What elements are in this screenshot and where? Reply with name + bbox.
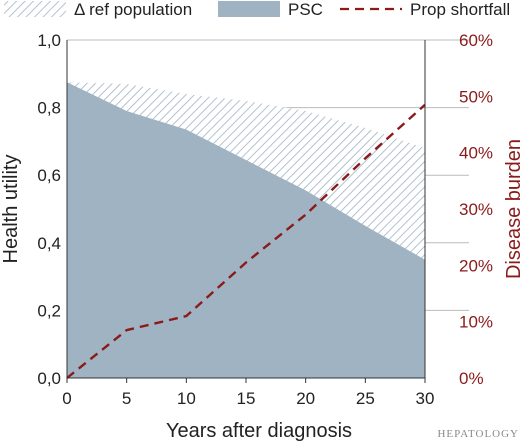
left-tick-label: 1,0 [37,31,61,50]
left-tick-label: 0,0 [37,369,61,388]
x-tick-label: 15 [237,389,256,408]
right-axis-label: Disease burden [503,139,525,279]
x-tick-label: 20 [296,389,315,408]
right-tick-label: 60% [459,31,493,50]
left-tick-label: 0,8 [37,99,61,118]
x-tick-label: 0 [62,389,71,408]
series-psc-area [67,82,425,378]
left-axis-label: Health utility [0,155,22,264]
x-tick-label: 25 [356,389,375,408]
plot-area [66,82,426,379]
left-ticks: 0,0 0,2 0,4 0,6 0,8 1,0 [37,31,61,388]
left-tick-label: 0,2 [37,301,61,320]
x-ticks: 0 5 10 15 20 25 30 [62,378,434,408]
x-axis-label: Years after diagnosis [166,420,352,442]
legend-swatch-ref-population [4,1,66,17]
left-tick-label: 0,6 [37,166,61,185]
legend-label-psc: PSC [288,0,323,19]
x-tick-label: 5 [122,389,131,408]
right-tick-label: 0% [459,369,484,388]
right-tick-label: 30% [459,200,493,219]
series-prop-shortfall-line [66,103,426,379]
right-ticks: 0% 10% 20% 30% 40% 50% 60% [459,31,493,388]
x-tick-label: 30 [416,389,435,408]
legend-label-ref-population: Δ ref population [74,0,192,19]
legend-swatch-psc [218,1,280,17]
right-tick-label: 10% [459,313,493,332]
legend-label-prop-shortfall: Prop shortfall [410,0,510,19]
x-tick-label: 10 [177,389,196,408]
right-tick-label: 20% [459,256,493,275]
right-tick-label: 50% [459,87,493,106]
left-tick-label: 0,4 [37,234,61,253]
right-tick-label: 40% [459,144,493,163]
journal-watermark: HEPATOLOGY [437,428,519,440]
legend: Δ ref population PSC Prop shortfall [4,0,510,19]
